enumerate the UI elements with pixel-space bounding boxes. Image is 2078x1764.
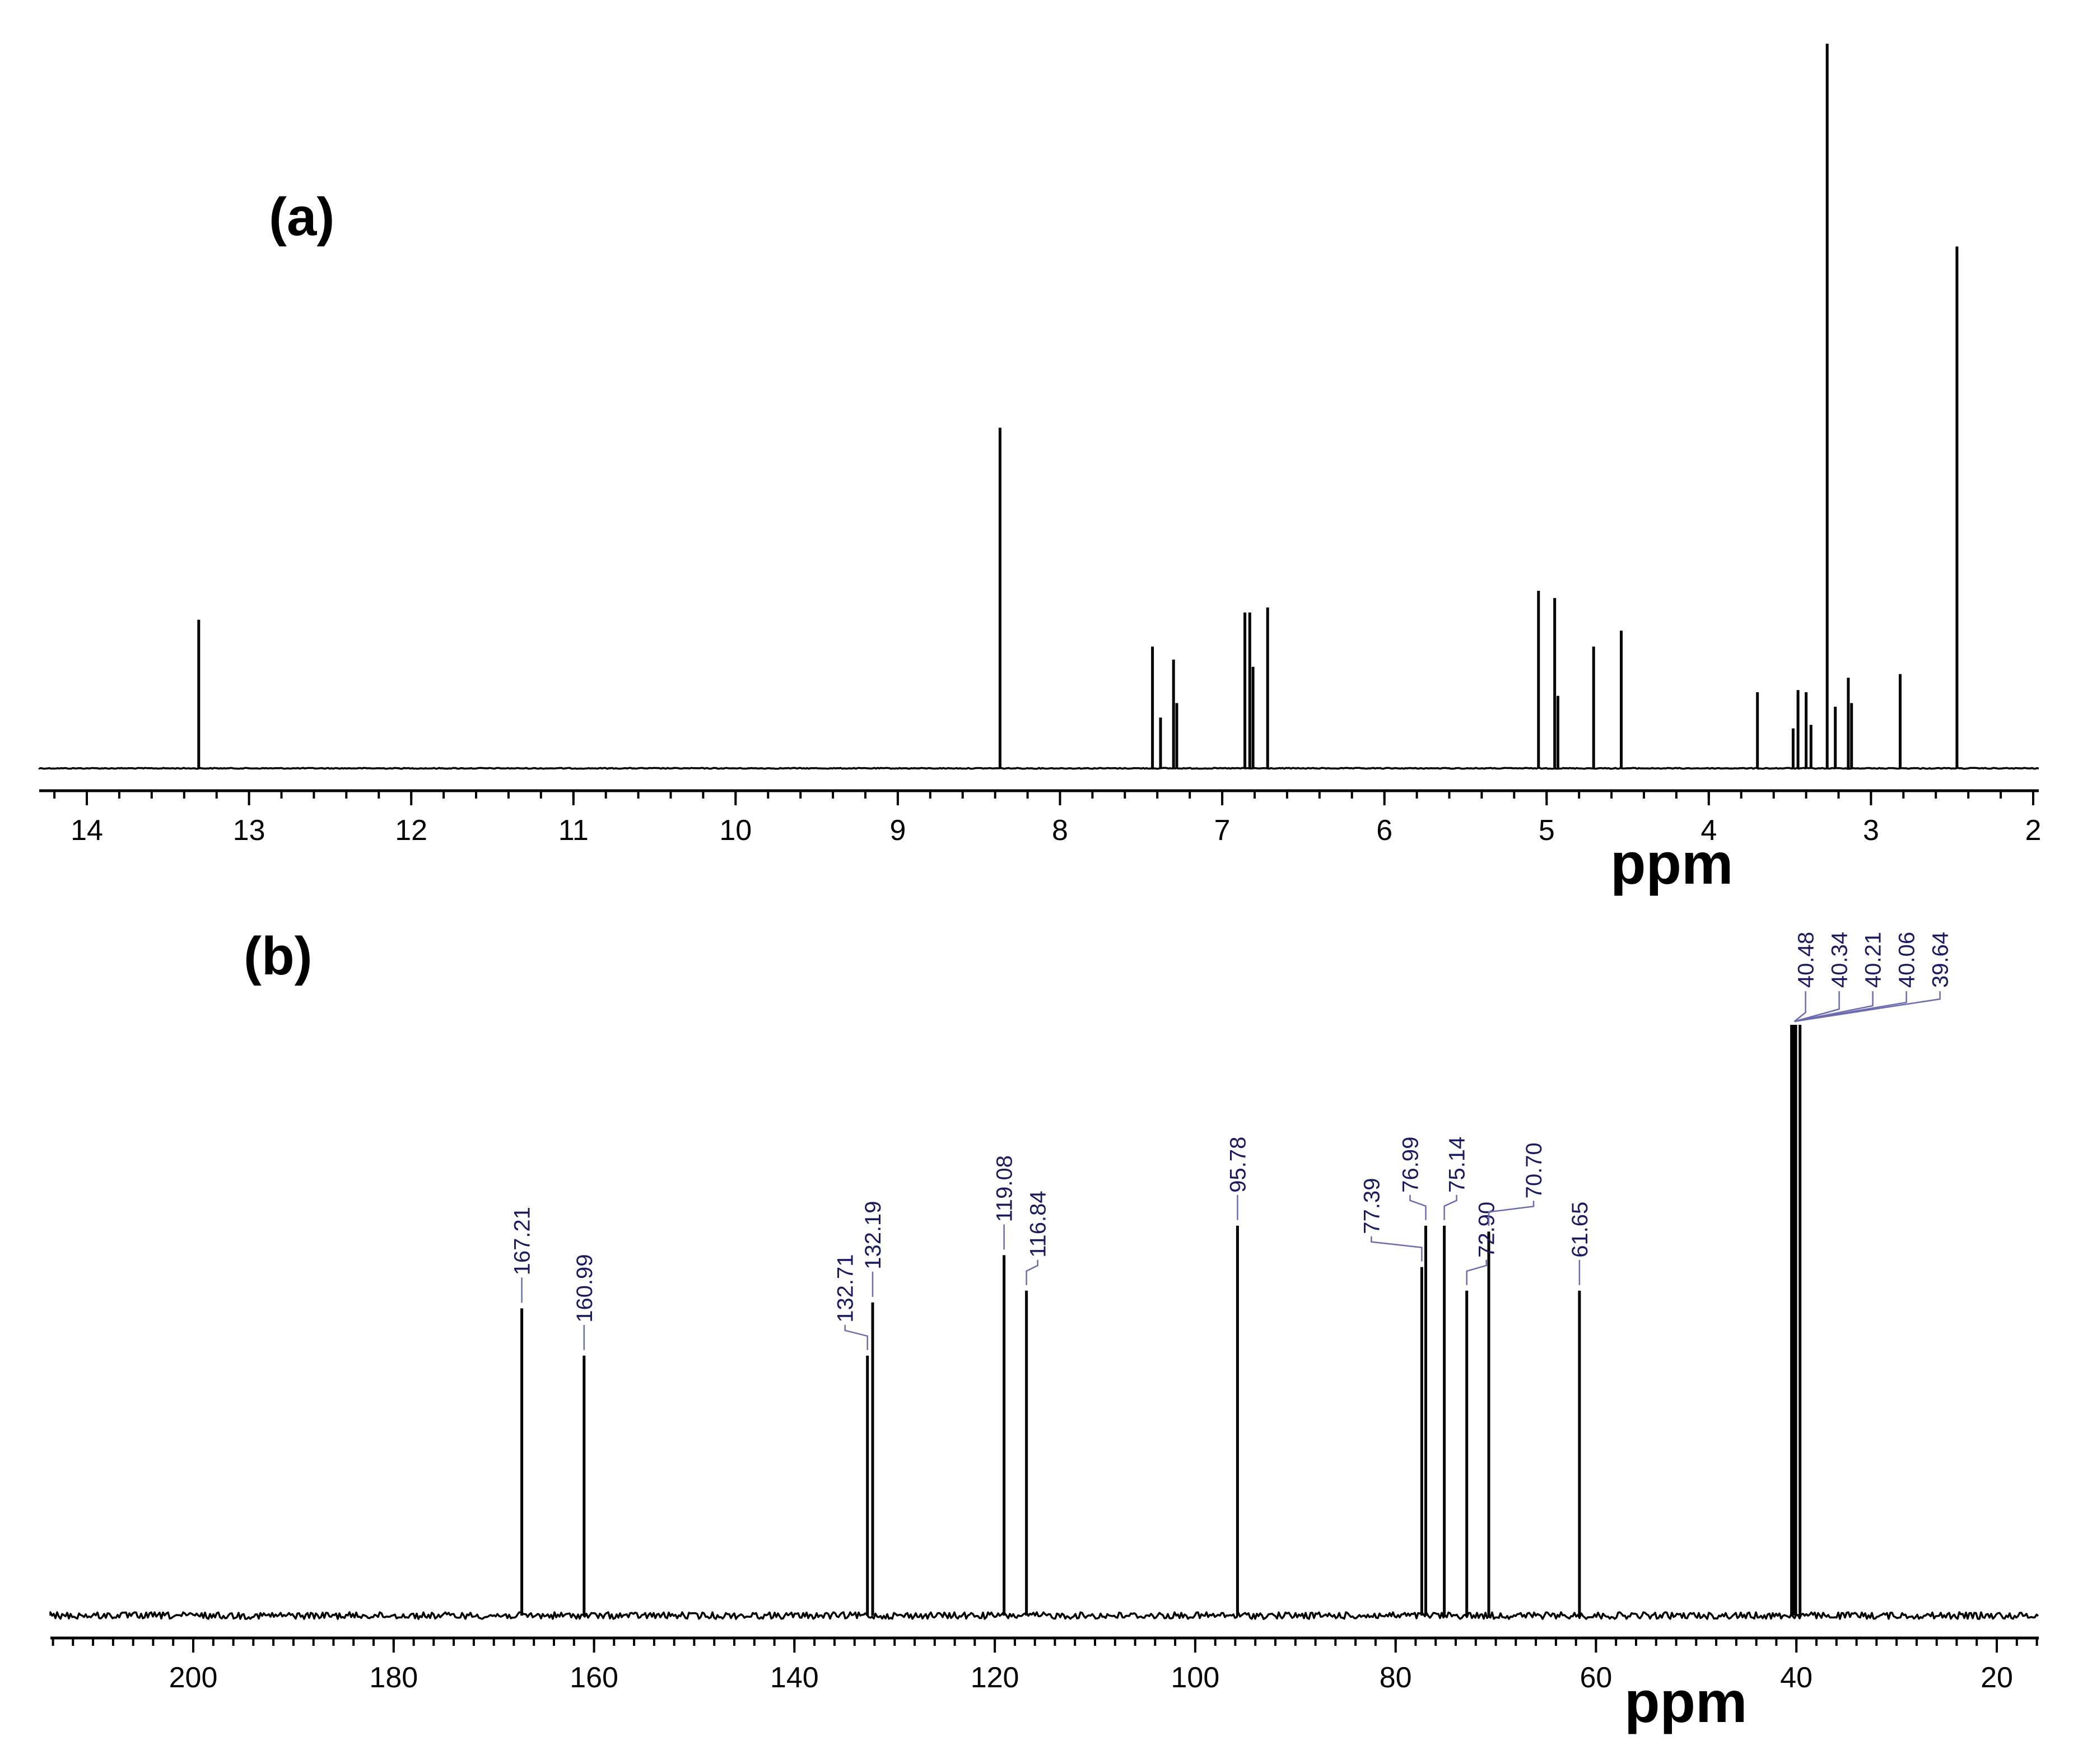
x-tick-label-1: 80 — [1380, 1662, 1412, 1694]
peak-label-leader — [1466, 1259, 1487, 1285]
peak-label-leader — [1409, 1194, 1427, 1220]
peak-label-leader — [1794, 991, 1941, 1023]
x-tick-label-0: 2 — [2025, 814, 2042, 847]
panel-a-spectrum-baseline — [38, 767, 2039, 770]
x-tick-label-0: 13 — [233, 814, 265, 847]
panel-a-x-axis-title: ppm — [1610, 832, 1734, 897]
x-tick-label-0: 10 — [719, 814, 752, 847]
x-tick-label-1: 140 — [770, 1662, 819, 1694]
peak-label: 119.08 — [993, 1155, 1017, 1222]
x-tick-label-0: 12 — [395, 814, 427, 847]
peak-label: 116.84 — [1026, 1191, 1051, 1257]
peak-label: 132.19 — [861, 1201, 886, 1269]
x-tick-label-0: 9 — [889, 814, 906, 847]
peak-label: 61.65 — [1568, 1202, 1592, 1258]
x-tick-label-1: 60 — [1580, 1662, 1612, 1694]
x-tick-label-0: 14 — [71, 814, 103, 847]
x-tick-label-1: 160 — [570, 1662, 618, 1694]
peak-label-leader — [1793, 991, 1806, 1022]
peak-label: 40.34 — [1828, 932, 1852, 988]
peak-label-leader — [1794, 991, 1874, 1023]
panel-b-peaks — [520, 1025, 1802, 1616]
x-tick-label-0: 11 — [558, 814, 589, 847]
peak-label: 75.14 — [1445, 1137, 1470, 1193]
peak-label: 40.21 — [1861, 932, 1886, 988]
panel-a-x-axis: 14 13 12 11 10 9 8 7 6 5 4 3 2 — [39, 789, 2042, 847]
panel-a-peaks — [197, 44, 1959, 768]
peak-label: 70.70 — [1522, 1142, 1546, 1198]
peak-label: 95.78 — [1226, 1137, 1250, 1193]
x-tick-label-0: 4 — [1700, 814, 1717, 847]
peak-label-leader — [1026, 1259, 1038, 1285]
x-tick-label-0: 8 — [1052, 814, 1068, 847]
x-tick-label-0: 6 — [1376, 814, 1392, 847]
peak-label: 132.71 — [833, 1254, 858, 1322]
x-tick-label-1: 100 — [1171, 1662, 1220, 1694]
x-tick-label-1: 20 — [1981, 1662, 2013, 1694]
panel-b-x-axis-title: ppm — [1624, 1670, 1748, 1735]
x-tick-label-0: 3 — [1863, 814, 1879, 847]
peak-label: 72.90 — [1475, 1202, 1499, 1258]
x-tick-label-0: 5 — [1539, 814, 1555, 847]
x-tick-label-1: 180 — [369, 1662, 418, 1694]
peak-label: 167.21 — [510, 1207, 535, 1275]
peak-label: 77.39 — [1359, 1178, 1384, 1234]
panel-b-label: (b) — [244, 926, 313, 986]
panel-b-x-axis: 200 180 160 140 120 100 80 60 40 20 — [50, 1636, 2039, 1694]
x-tick-label-1: 120 — [971, 1662, 1019, 1694]
peak-label: 160.99 — [572, 1254, 597, 1322]
panel-a-1h-nmr: (a) 14 13 12 11 10 9 8 7 6 5 4 3 2 ppm — [38, 44, 2042, 897]
x-tick-label-1: 200 — [169, 1662, 218, 1694]
x-tick-label-1: 40 — [1780, 1662, 1813, 1694]
peak-label-leader — [1371, 1236, 1423, 1262]
peak-label-leader — [1794, 991, 1840, 1023]
peak-label-leader — [1443, 1194, 1457, 1220]
peak-label: 40.48 — [1794, 932, 1819, 988]
peak-label: 40.06 — [1895, 932, 1919, 988]
peak-label-leader — [844, 1324, 868, 1350]
peak-label: 39.64 — [1928, 932, 1953, 988]
peak-label: 76.99 — [1399, 1137, 1423, 1193]
peak-label-leader — [1488, 1201, 1535, 1226]
panel-b-spectrum-baseline — [49, 1611, 2039, 1620]
panel-a-label: (a) — [269, 187, 334, 247]
x-tick-label-0: 7 — [1214, 814, 1231, 847]
